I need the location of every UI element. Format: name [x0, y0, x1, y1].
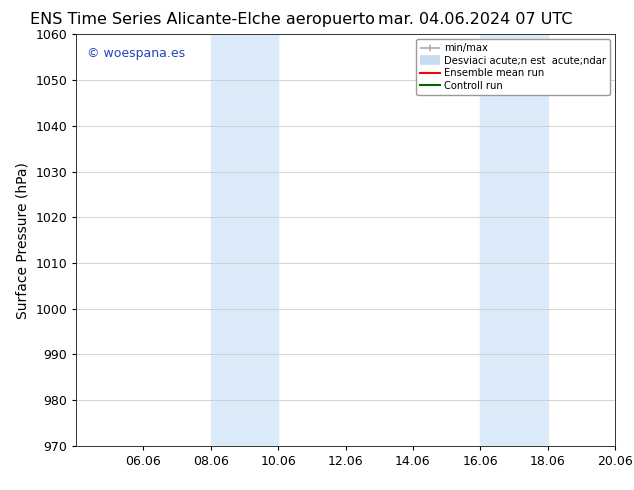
- Text: © woespana.es: © woespana.es: [87, 47, 185, 60]
- Legend: min/max, Desviaci acute;n est  acute;ndar, Ensemble mean run, Controll run: min/max, Desviaci acute;n est acute;ndar…: [416, 39, 610, 95]
- Text: ENS Time Series Alicante-Elche aeropuerto: ENS Time Series Alicante-Elche aeropuert…: [30, 12, 375, 27]
- Y-axis label: Surface Pressure (hPa): Surface Pressure (hPa): [16, 162, 30, 318]
- Bar: [480, 34, 548, 446]
- Text: mar. 04.06.2024 07 UTC: mar. 04.06.2024 07 UTC: [378, 12, 573, 27]
- Bar: [210, 34, 278, 446]
